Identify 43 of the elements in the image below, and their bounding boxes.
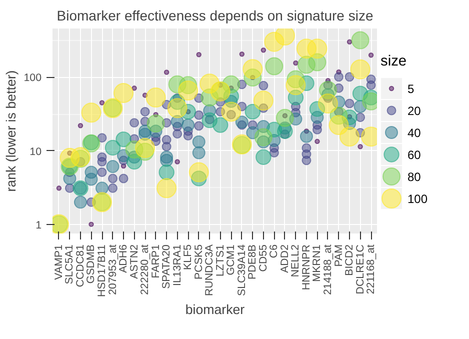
y-axis-title: rank (lower is better) (4, 70, 19, 192)
x-tick-label: CD55 (257, 244, 270, 272)
legend-label: 80 (408, 170, 422, 184)
x-tick-label: KLF5 (182, 244, 194, 270)
x-tick-label: FARP1 (150, 244, 162, 278)
x-tick-label: HNRNPR (300, 244, 312, 290)
legend-label: 20 (408, 104, 422, 118)
x-tick-label: SLC5A1 (64, 244, 76, 284)
x-tick-label: ADD2 (278, 244, 291, 273)
x-tick-label: SLC39A14 (236, 244, 248, 296)
x-tick-label: GSDMB (85, 244, 98, 284)
x-tick-label: MKRN1 (311, 244, 324, 282)
chart-title: Biomarker effectiveness depends on signature size (56, 8, 374, 24)
x-tick-label: VAMP1 (52, 244, 65, 280)
x-tick-label: HSD17B11 (96, 244, 108, 298)
x-tick-label: BICD2 (344, 244, 356, 276)
x-tick-label: 214188_at (322, 244, 334, 295)
y-tick-label: 10 (30, 146, 42, 158)
x-tick-label: PDE8B (246, 244, 259, 280)
legend-label: 5 (408, 82, 414, 96)
x-tick-label: CCDC81 (74, 244, 86, 288)
y-tick-label: 100 (24, 72, 42, 84)
x-tick-label: GCM1 (225, 244, 238, 276)
x-tick-label: PCSK5 (192, 244, 205, 280)
x-tick-label: DCLRE1C (354, 244, 366, 294)
legend-title: size (380, 54, 407, 70)
x-tick-label: 221168_at (365, 244, 378, 294)
x-tick-label: NELL2 (290, 244, 302, 278)
x-tick-label: ASTN2 (128, 244, 140, 279)
x-tick-label: LZTS1 (214, 244, 226, 276)
x-tick-label: 207953_at (106, 244, 119, 295)
legend-label: 100 (408, 192, 428, 206)
x-tick-label: IL13RA1 (171, 244, 184, 286)
legend-label: 40 (408, 126, 422, 140)
x-tick-label: ADH6 (118, 244, 130, 273)
y-tick-label: 1 (36, 219, 42, 232)
x-tick-label: C6 (268, 244, 280, 258)
legend-label: 60 (408, 148, 422, 162)
x-tick-label: 222280_at (139, 244, 152, 295)
x-tick-label: SPATA20 (160, 244, 173, 289)
x-tick-label: RUNDC3A (204, 244, 216, 296)
x-tick-label: PAM (332, 244, 345, 267)
x-axis-title: biomarker (185, 302, 246, 318)
